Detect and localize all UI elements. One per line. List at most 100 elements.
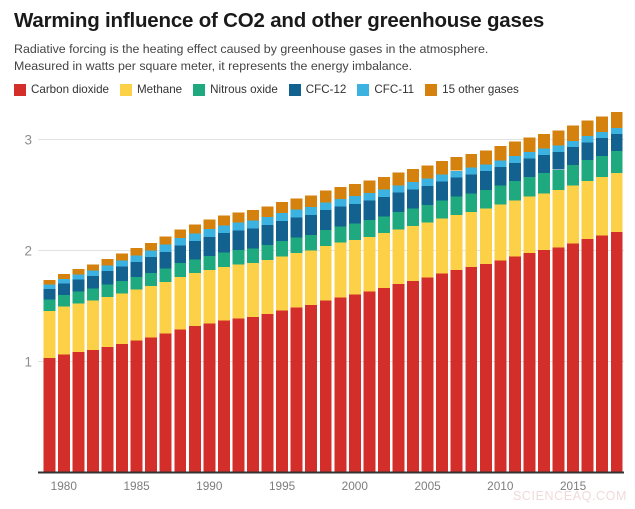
bar-segment[interactable] bbox=[538, 133, 550, 149]
bar-segment[interactable] bbox=[290, 307, 303, 472]
bar-segment[interactable] bbox=[276, 241, 289, 257]
bar-segment[interactable] bbox=[232, 318, 245, 472]
bar-segment[interactable] bbox=[247, 262, 259, 318]
bar-segment[interactable] bbox=[174, 245, 187, 264]
bar-segment[interactable] bbox=[392, 284, 405, 472]
bar-segment[interactable] bbox=[392, 185, 405, 193]
bar-segment[interactable] bbox=[86, 300, 99, 350]
bar-segment[interactable] bbox=[203, 323, 216, 472]
bar-segment[interactable] bbox=[130, 255, 143, 262]
bar-segment[interactable] bbox=[334, 242, 347, 298]
bar-stack[interactable] bbox=[43, 279, 56, 472]
bar-segment[interactable] bbox=[407, 189, 419, 209]
bar-stack[interactable] bbox=[159, 236, 172, 472]
bar-segment[interactable] bbox=[407, 226, 419, 281]
bar-segment[interactable] bbox=[436, 174, 449, 182]
bar-segment[interactable] bbox=[596, 138, 609, 156]
bar-segment[interactable] bbox=[159, 333, 172, 472]
bar-segment[interactable] bbox=[203, 229, 216, 238]
bar-segment[interactable] bbox=[538, 193, 550, 250]
bar-segment[interactable] bbox=[43, 310, 56, 359]
bar-segment[interactable] bbox=[217, 252, 230, 267]
bar-segment[interactable] bbox=[479, 189, 492, 209]
bar-segment[interactable] bbox=[508, 141, 521, 157]
bar-segment[interactable] bbox=[567, 125, 580, 141]
bar-segment[interactable] bbox=[348, 196, 361, 204]
bar-segment[interactable] bbox=[261, 314, 274, 472]
bar-segment[interactable] bbox=[377, 216, 390, 234]
bar-segment[interactable] bbox=[567, 185, 580, 244]
bar-segment[interactable] bbox=[465, 167, 478, 175]
bar-segment[interactable] bbox=[596, 235, 609, 472]
bar-segment[interactable] bbox=[159, 281, 172, 334]
bar-stack[interactable] bbox=[567, 125, 580, 472]
bar-segment[interactable] bbox=[552, 130, 565, 146]
bar-segment[interactable] bbox=[174, 238, 187, 246]
bar-segment[interactable] bbox=[86, 270, 99, 276]
bar-segment[interactable] bbox=[581, 239, 594, 472]
bar-segment[interactable] bbox=[479, 164, 492, 172]
bar-segment[interactable] bbox=[57, 306, 70, 355]
bar-stack[interactable] bbox=[465, 153, 478, 472]
bar-segment[interactable] bbox=[232, 264, 245, 319]
bar-segment[interactable] bbox=[567, 243, 580, 472]
bar-segment[interactable] bbox=[596, 132, 609, 139]
bar-segment[interactable] bbox=[377, 287, 390, 472]
bar-stack[interactable] bbox=[334, 187, 347, 472]
bar-segment[interactable] bbox=[523, 158, 536, 177]
bar-segment[interactable] bbox=[261, 225, 274, 246]
bar-segment[interactable] bbox=[130, 248, 143, 256]
bar-segment[interactable] bbox=[610, 172, 623, 232]
bar-stack[interactable] bbox=[450, 157, 463, 472]
bar-segment[interactable] bbox=[276, 202, 289, 214]
bar-segment[interactable] bbox=[232, 222, 245, 231]
bar-segment[interactable] bbox=[247, 248, 259, 263]
bar-segment[interactable] bbox=[363, 180, 376, 193]
legend-item[interactable]: CFC-12 bbox=[288, 83, 346, 96]
bar-segment[interactable] bbox=[72, 351, 85, 472]
bar-segment[interactable] bbox=[508, 181, 521, 201]
bar-segment[interactable] bbox=[581, 136, 594, 143]
bar-segment[interactable] bbox=[421, 185, 434, 206]
bar-segment[interactable] bbox=[116, 280, 128, 294]
bar-segment[interactable] bbox=[465, 211, 478, 267]
bar-segment[interactable] bbox=[450, 196, 463, 215]
bar-segment[interactable] bbox=[145, 242, 158, 251]
bar-stack[interactable] bbox=[86, 264, 99, 472]
bar-stack[interactable] bbox=[319, 190, 332, 472]
bar-segment[interactable] bbox=[581, 120, 594, 137]
bar-segment[interactable] bbox=[159, 251, 172, 269]
bar-segment[interactable] bbox=[145, 257, 158, 273]
bar-segment[interactable] bbox=[407, 182, 419, 190]
bar-segment[interactable] bbox=[465, 174, 478, 194]
bar-segment[interactable] bbox=[145, 250, 158, 258]
bar-segment[interactable] bbox=[392, 229, 405, 285]
bar-segment[interactable] bbox=[334, 206, 347, 227]
bar-segment[interactable] bbox=[247, 228, 259, 249]
bar-segment[interactable] bbox=[523, 196, 536, 253]
bar-segment[interactable] bbox=[101, 265, 114, 272]
bar-segment[interactable] bbox=[247, 317, 259, 472]
bar-segment[interactable] bbox=[523, 253, 536, 472]
bar-stack[interactable] bbox=[494, 146, 507, 472]
bar-segment[interactable] bbox=[392, 212, 405, 230]
bar-segment[interactable] bbox=[348, 223, 361, 241]
bar-segment[interactable] bbox=[305, 214, 318, 235]
bar-segment[interactable] bbox=[276, 221, 289, 242]
bar-segment[interactable] bbox=[450, 269, 463, 472]
bar-segment[interactable] bbox=[377, 189, 390, 197]
bar-segment[interactable] bbox=[305, 234, 318, 251]
bar-segment[interactable] bbox=[494, 160, 507, 168]
bar-segment[interactable] bbox=[159, 268, 172, 282]
bar-segment[interactable] bbox=[494, 185, 507, 205]
bar-segment[interactable] bbox=[247, 209, 259, 221]
bar-segment[interactable] bbox=[436, 161, 449, 175]
bar-segment[interactable] bbox=[494, 167, 507, 186]
bar-segment[interactable] bbox=[188, 273, 201, 327]
bar-segment[interactable] bbox=[276, 213, 289, 222]
bar-segment[interactable] bbox=[72, 268, 85, 275]
bar-stack[interactable] bbox=[174, 229, 187, 472]
bar-stack[interactable] bbox=[377, 176, 390, 472]
bar-segment[interactable] bbox=[494, 260, 507, 472]
bar-segment[interactable] bbox=[232, 212, 245, 223]
